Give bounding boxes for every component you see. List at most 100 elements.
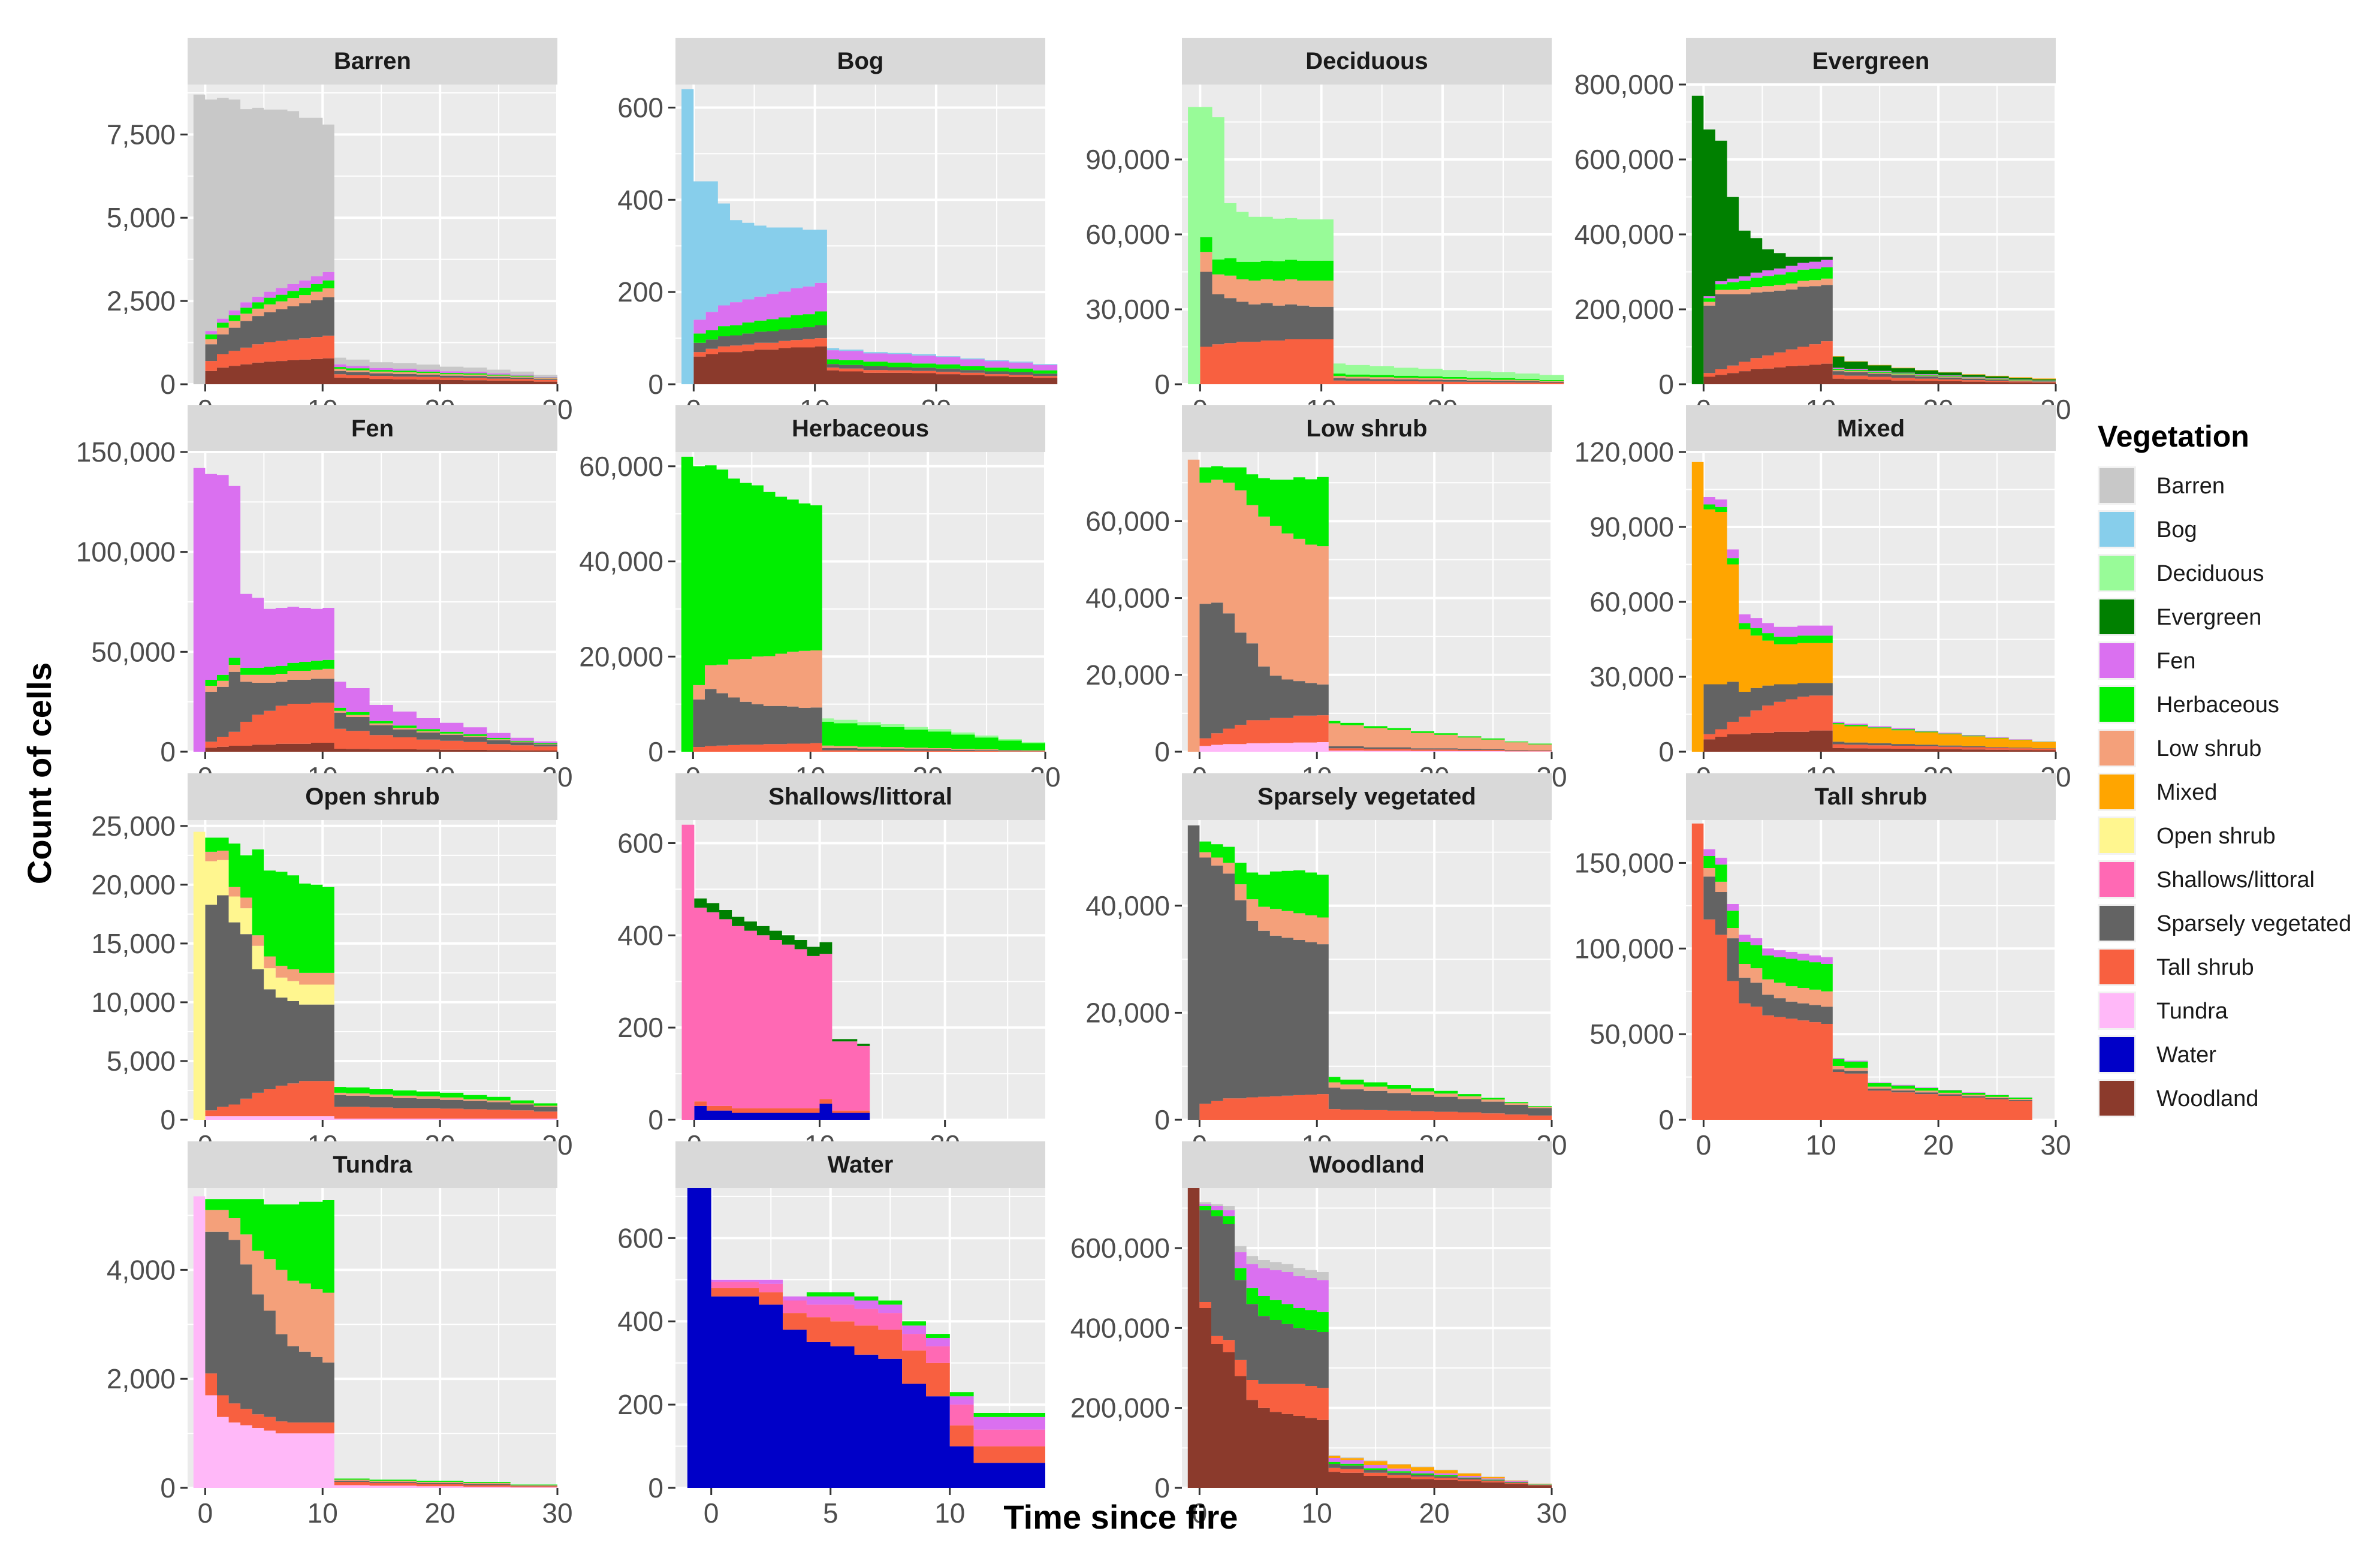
legend-swatch [2100,862,2134,897]
area-water [681,1104,870,1120]
area-fen [687,1188,1045,1430]
legend-label: Tundra [2156,999,2228,1024]
legend-label: Open shrub [2156,824,2276,849]
y-tick-label: 0 [1154,1472,1170,1503]
area-woodland [681,346,1058,384]
y-tick-label: 0 [1154,736,1170,767]
legend-swatch [2100,993,2134,1028]
legend-label: Sparsely vegetated [2156,911,2351,936]
area-tall-shrub [1691,695,2056,752]
x-tick-label: 30 [542,1497,572,1529]
y-tick-label: 200,000 [1070,1393,1170,1424]
facet-title: Sparsely vegetated [1257,783,1476,810]
facet-title: Woodland [1309,1152,1425,1178]
facet-title: Deciduous [1305,48,1428,74]
area-sparsely-vegetated [193,895,557,1120]
area-fen [681,282,1058,384]
y-tick-label: 0 [648,1104,663,1135]
legend-label: Evergreen [2156,605,2261,630]
area-tundra [193,1196,557,1488]
x-tick-label: 10 [934,1497,965,1529]
y-tick-label: 50,000 [91,636,176,667]
x-tick-label: 10 [1806,1129,1836,1161]
y-tick-label: 0 [1154,369,1170,400]
y-tick-label: 40,000 [1085,583,1170,614]
legend-item-woodland: Woodland [2098,1079,2258,1117]
area-tall-shrub [193,335,557,384]
y-tick-label: 0 [1154,1104,1170,1135]
facet-title: Tundra [333,1152,412,1178]
y-tick-label: 20,000 [579,641,663,672]
y-tick-label: 400,000 [1574,219,1674,250]
area-deciduous [1188,107,1564,384]
y-tick-label: 100,000 [76,537,176,568]
y-axis-title: Count of cells [20,662,58,884]
y-tick-label: 0 [160,1472,176,1503]
area-shallows-littoral [681,824,870,1120]
legend-label: Mixed [2156,780,2217,805]
y-axis-ticks: 0 200,000 400,000 600,000 800,000 [1574,69,1686,400]
stacked-areas [1691,95,2056,385]
area-woodland [1691,363,2056,384]
facet-strip [1686,38,2056,85]
area-woodland [193,743,557,752]
y-tick-label: 400 [617,184,663,215]
legend-swatch [2100,512,2134,547]
area-woodland [193,358,557,384]
area-low-shrub [681,650,1045,752]
stacked-areas [681,456,1045,752]
legend-label: Water [2156,1042,2216,1068]
stacked-areas [1187,1188,1552,1488]
legend-item-tundra: Tundra [2098,992,2228,1030]
y-tick-label: 15,000 [91,928,176,959]
legend-item-herbaceous: Herbaceous [2098,685,2279,724]
y-tick-label: 200,000 [1574,294,1674,325]
facet-strip [1182,38,1552,85]
legend-item-deciduous: Deciduous [2098,554,2264,592]
x-tick-label: 0 [704,1497,719,1529]
y-axis-ticks: 0 200 400 600 [617,1222,675,1503]
area-herbaceous [1691,823,2056,1120]
y-tick-label: 0 [648,736,663,767]
legend-item-evergreen: Evergreen [2098,598,2261,636]
y-tick-label: 5,000 [107,1045,176,1077]
legend-swatch [2100,818,2134,853]
area-tall-shrub [1187,1188,1552,1485]
area-water [687,1188,1045,1488]
x-axis-title: Time since fire [1003,1498,1238,1536]
facet-title: Fen [351,415,394,442]
facet-strip [675,405,1045,452]
stacked-areas [681,824,870,1120]
area-sparsely-vegetated [193,1196,557,1487]
legend-swatch [2100,1037,2134,1072]
area-barren [193,94,557,384]
area-mixed [1691,462,2056,752]
y-axis-ticks: 0 200 400 600 [617,92,675,400]
legend: Vegetation Barren Bog Deciduous Evergreen Fe… [2098,420,2351,1117]
facet-tundra: Tundra 0 10 20 30 0 2,000 4,000 [107,1141,573,1529]
x-axis-ticks: 0 10 20 30 [1192,1488,1567,1529]
facet-strip [1686,405,2056,452]
facet-title: Low shrub [1306,415,1427,442]
legend-swatch [2100,599,2134,634]
legend-label: Woodland [2156,1086,2258,1111]
y-axis-ticks: 0 50,000 100,000 150,000 [1574,847,1686,1135]
legend-item-mixed: Mixed [2098,773,2217,811]
stacked-areas [1691,462,2056,752]
x-tick-label: 20 [1419,1497,1450,1529]
area-tall-shrub [193,1081,557,1120]
y-tick-label: 600 [617,827,663,858]
y-tick-label: 60,000 [1085,505,1170,537]
area-tall-shrub [1188,339,1564,384]
area-open-shrub [193,831,557,1120]
y-axis-ticks: 0 5,000 10,000 15,000 20,000 25,000 [91,810,188,1135]
area-sparsely-vegetated [1187,825,1552,1120]
legend-swatch [2100,950,2134,984]
y-tick-label: 400 [617,1306,663,1337]
facet-title: Tall shrub [1814,783,1927,810]
area-fen [193,468,557,752]
y-tick-label: 10,000 [91,987,176,1018]
x-tick-label: 30 [2040,1129,2071,1161]
